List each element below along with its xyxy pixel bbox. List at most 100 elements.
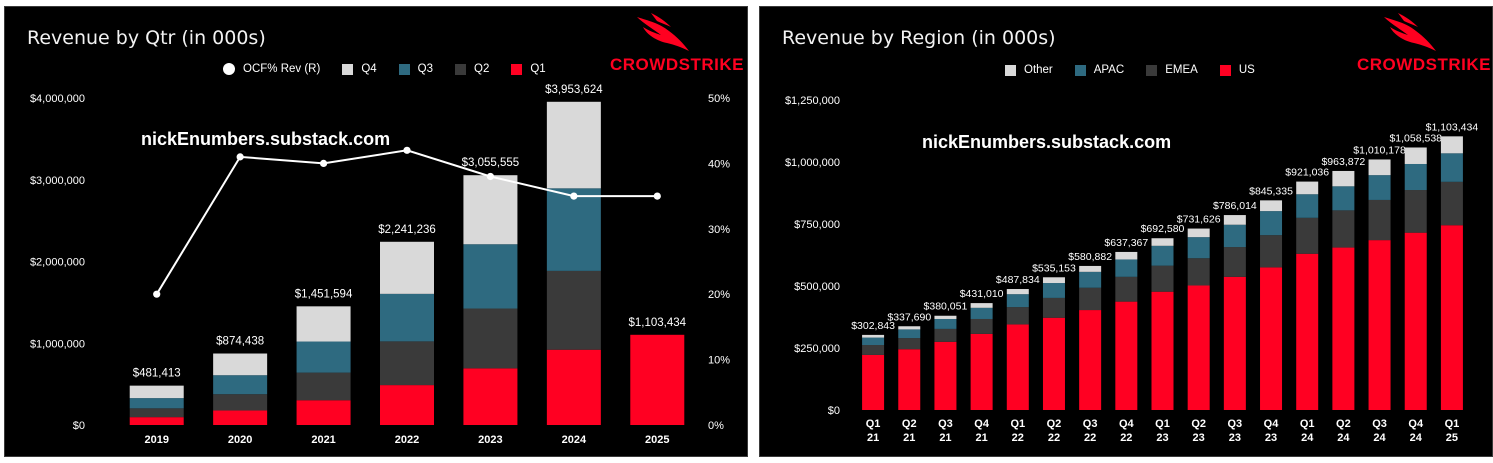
bar-segment-q1 bbox=[296, 400, 351, 425]
x-tick-label-quarter: Q1 bbox=[1445, 418, 1460, 430]
ocf-point bbox=[319, 159, 328, 167]
bar-segment-us bbox=[970, 333, 993, 410]
bar-segment-q3 bbox=[380, 293, 434, 342]
legend-swatch-emea bbox=[1146, 64, 1158, 76]
bar-segment-us bbox=[1440, 225, 1463, 410]
legend-item-other: Other bbox=[1005, 64, 1053, 76]
bar-total-label: $431,010 bbox=[960, 288, 1004, 300]
bar-segment-us bbox=[1115, 301, 1138, 410]
bar-segment-apac bbox=[1223, 224, 1246, 248]
bar-segment-q3 bbox=[129, 398, 184, 409]
x-tick-label-year: 23 bbox=[1229, 432, 1241, 444]
bar-segment-other bbox=[1006, 289, 1029, 295]
bar-segment-other bbox=[898, 326, 921, 330]
y-tick-label: $1,000,000 bbox=[30, 338, 85, 350]
revenue-by-qtr-panel: Revenue by Qtr (in 000s) nickEnumbers.su… bbox=[4, 6, 748, 457]
right-watermark: nickEnumbers.substack.com bbox=[922, 132, 1172, 152]
bar-segment-q2 bbox=[463, 308, 518, 369]
bar-total-label: $845,335 bbox=[1249, 185, 1293, 197]
bar-segment-us bbox=[1042, 317, 1065, 410]
bar-segment-us bbox=[1223, 276, 1246, 410]
legend-item-q4: Q4 bbox=[342, 63, 377, 75]
bar-segment-other bbox=[1404, 147, 1427, 164]
ocf-point bbox=[403, 146, 411, 154]
legend-label-other: Other bbox=[1024, 64, 1053, 76]
bar-total-label: $692,580 bbox=[1141, 223, 1185, 235]
y-tick-label: $1,000,000 bbox=[785, 157, 840, 169]
x-tick-label-year: 23 bbox=[1156, 432, 1168, 444]
x-tick-label-year: 21 bbox=[903, 432, 915, 444]
bar-segment-q1 bbox=[546, 349, 601, 425]
bar-segment-q4 bbox=[213, 353, 268, 376]
x-tick-label-quarter: Q1 bbox=[1300, 418, 1315, 430]
bar-segment-q4 bbox=[463, 175, 518, 245]
bar-total-label: $580,882 bbox=[1068, 251, 1112, 263]
left-falcon-logo-icon bbox=[637, 13, 689, 51]
bar-segment-us bbox=[898, 349, 921, 410]
x-tick-label-quarter: Q3 bbox=[1083, 418, 1098, 430]
x-tick-label-quarter: Q3 bbox=[938, 418, 953, 430]
bar-total-label: $302,843 bbox=[851, 320, 895, 332]
bar-segment-emea bbox=[1151, 265, 1174, 292]
x-tick-label-year: 21 bbox=[867, 432, 879, 444]
legend-label-q1: Q1 bbox=[530, 63, 546, 75]
bar-segment-emea bbox=[1042, 297, 1065, 318]
legend-item-us: US bbox=[1219, 64, 1255, 76]
bar-segment-q1 bbox=[380, 385, 434, 425]
bar-segment-apac bbox=[934, 318, 957, 329]
legend-label-q3: Q3 bbox=[417, 63, 433, 75]
bar-segment-emea bbox=[1404, 190, 1427, 233]
x-tick-label: 2022 bbox=[395, 434, 419, 446]
bar-segment-us bbox=[1187, 285, 1210, 410]
ocf-point bbox=[153, 290, 161, 298]
legend-label-apac: APAC bbox=[1093, 64, 1125, 76]
y-tick-label: $250,000 bbox=[794, 343, 840, 355]
legend-item-ocf: OCF% Rev (R) bbox=[223, 63, 320, 75]
ocf-point bbox=[236, 153, 244, 161]
legend-item-q1: Q1 bbox=[511, 63, 546, 75]
bar-total-label: $963,872 bbox=[1321, 156, 1365, 168]
legend-label-q2: Q2 bbox=[474, 63, 490, 75]
bar-segment-other bbox=[862, 334, 885, 338]
bar-segment-emea bbox=[934, 328, 957, 342]
legend-swatch-apac bbox=[1074, 64, 1086, 76]
legend-swatch-us bbox=[1219, 64, 1231, 76]
legend-swatch-q2 bbox=[455, 63, 466, 75]
x-tick-label-quarter: Q1 bbox=[1010, 418, 1025, 430]
bar-segment-emea bbox=[1006, 307, 1029, 325]
bar-segment-emea bbox=[1296, 217, 1319, 254]
x-tick-label-year: 22 bbox=[1120, 432, 1132, 444]
legend-item-apac: APAC bbox=[1074, 64, 1125, 76]
legend-label-emea: EMEA bbox=[1165, 64, 1198, 76]
ocf-point bbox=[486, 172, 495, 181]
right-brand-name: CROWDSTRIKE bbox=[1357, 55, 1491, 74]
bar-total-label: $3,953,624 bbox=[545, 84, 603, 96]
right-falcon-logo-icon bbox=[1384, 13, 1436, 51]
bar-segment-other bbox=[970, 303, 993, 308]
bar-segment-us bbox=[1079, 310, 1102, 410]
x-tick-label-year: 22 bbox=[1084, 432, 1096, 444]
revenue-by-region-panel: Revenue by Region (in 000s) nickEnumbers… bbox=[759, 6, 1493, 457]
y2-tick-label: 30% bbox=[708, 224, 730, 236]
bar-segment-apac bbox=[1115, 259, 1138, 277]
bar-total-label: $2,241,236 bbox=[378, 224, 436, 236]
left-watermark: nickEnumbers.substack.com bbox=[141, 129, 391, 149]
bar-segment-emea bbox=[1187, 258, 1210, 286]
bar-segment-apac bbox=[898, 329, 921, 339]
bar-segment-other bbox=[1332, 170, 1355, 187]
x-tick-label-year: 23 bbox=[1193, 432, 1205, 444]
bar-segment-us bbox=[1260, 267, 1283, 410]
bar-segment-q1 bbox=[213, 410, 268, 425]
x-tick-label-year: 24 bbox=[1373, 432, 1386, 444]
bar-segment-emea bbox=[1368, 199, 1391, 241]
x-tick-label-year: 22 bbox=[1048, 432, 1060, 444]
bar-segment-emea bbox=[1079, 287, 1102, 311]
y-tick-label: $2,000,000 bbox=[30, 257, 85, 269]
bar-segment-us bbox=[1332, 247, 1355, 410]
left-chart-title: Revenue by Qtr (in 000s) bbox=[27, 27, 266, 49]
legend-swatch-q4 bbox=[342, 63, 354, 75]
legend-item-emea: EMEA bbox=[1146, 64, 1198, 76]
x-tick-label: 2024 bbox=[562, 434, 587, 446]
y-tick-label: $0 bbox=[73, 420, 85, 432]
bar-segment-us bbox=[862, 354, 885, 410]
